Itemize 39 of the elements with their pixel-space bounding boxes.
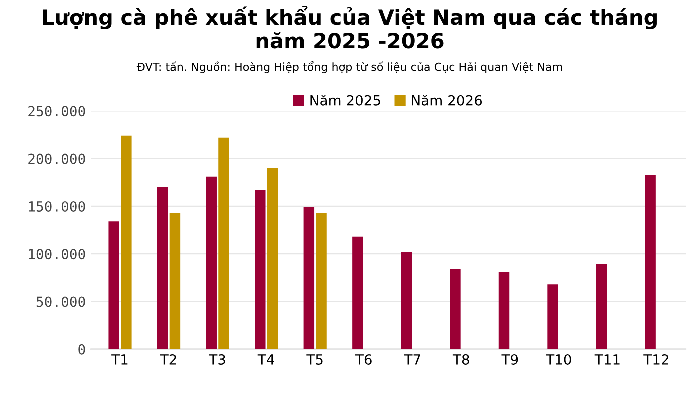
x-tick-label: T3 [209, 354, 226, 365]
x-tick-label: T7 [404, 354, 420, 365]
bar [121, 136, 132, 350]
bar [108, 222, 120, 350]
y-tick-label: 0 [78, 344, 86, 355]
bar [267, 168, 278, 350]
y-tick-label: 150.000 [29, 201, 86, 212]
x-tick-label: T1 [112, 354, 128, 365]
bar [170, 213, 181, 350]
bar [304, 207, 315, 350]
y-tick-label: 100.000 [29, 249, 86, 260]
bar [498, 272, 510, 350]
chart-title: Lượng cà phê xuất khẩu của Việt Nam qua các tháng năm 2025 -2026 [43, 6, 657, 49]
bar [645, 175, 656, 350]
x-tick-label: T6 [355, 354, 372, 365]
bar [316, 213, 327, 350]
bar [401, 252, 412, 350]
y-tick-label: 50.000 [36, 296, 86, 308]
x-tick-label: T11 [594, 354, 620, 365]
legend-label: Năm 2025 [310, 95, 380, 106]
bar [255, 190, 266, 350]
x-tick-label: T5 [306, 354, 323, 365]
chart-subtitle: ĐVT: tấn. Nguồn: Hoàng Hiệp tổng hợp từ số liệu của Cục Hải quan Việt Nam [136, 62, 562, 74]
x-tick-label: T4 [258, 354, 274, 365]
x-tick-label: T8 [452, 354, 470, 365]
y-tick-label: 250.000 [28, 106, 86, 117]
y-tick-label: 200.000 [28, 154, 86, 164]
x-tick-label: T2 [160, 354, 176, 365]
x-tick-label: T12 [644, 354, 668, 365]
x-tick-label: T9 [502, 354, 518, 365]
bar [206, 176, 217, 350]
bar [450, 269, 461, 350]
bar [157, 187, 168, 350]
legend-label: Năm 2026 [412, 95, 482, 106]
bar [218, 138, 230, 350]
bar [352, 236, 364, 350]
x-tick-label: T10 [546, 354, 572, 365]
bar [596, 264, 608, 350]
bar [548, 284, 558, 350]
